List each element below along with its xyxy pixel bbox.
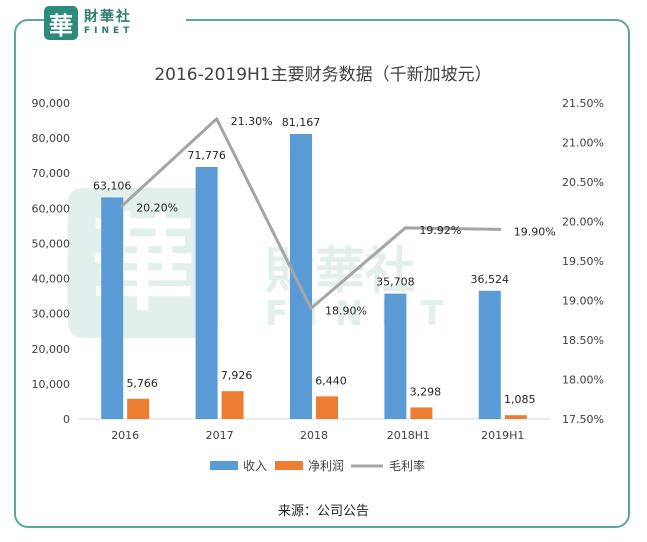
chart-title: 2016-2019H1主要财务数据（千新加坡元）	[154, 65, 491, 85]
bar-net-profit	[410, 407, 433, 419]
bar-net-profit	[127, 398, 150, 419]
y2-tick-label: 21.00%	[562, 137, 604, 150]
data-label-net-profit: 3,298	[410, 385, 442, 398]
x-tick-label: 2018H1	[387, 429, 430, 442]
axes: 0 10,000 20,000 30,000 40,000 50,000 60,000 70,…	[32, 97, 604, 442]
data-label-net-profit: 6,440	[315, 374, 347, 387]
y2-tick-label: 20.50%	[562, 176, 604, 189]
data-label-gross-margin: 19.92%	[419, 224, 461, 237]
bar-revenue	[384, 293, 407, 419]
data-label-gross-margin: 20.20%	[136, 202, 178, 215]
y2-tick-label: 17.50%	[562, 413, 604, 426]
data-label-revenue: 35,708	[376, 276, 415, 289]
x-tick-label: 2016	[111, 429, 139, 442]
data-label-net-profit: 5,766	[126, 377, 158, 390]
legend-label: 净利润	[308, 459, 344, 473]
y-tick-label: 90,000	[32, 97, 71, 110]
point-gross-margin	[498, 227, 502, 231]
data-label-net-profit: 1,085	[504, 393, 536, 406]
y2-tick-label: 20.00%	[562, 216, 604, 229]
legend-label: 收入	[243, 459, 267, 473]
logo-name-en: FINET	[84, 26, 134, 36]
bar-net-profit	[504, 415, 527, 419]
y-tick-label: 80,000	[32, 132, 71, 145]
y2-tick-label: 19.50%	[562, 255, 604, 268]
logo-wordmark: 財華社 FINET	[84, 10, 133, 36]
x-tick-label: 2018	[300, 429, 328, 442]
y2-tick-label: 19.00%	[562, 295, 604, 308]
legend-swatch	[275, 461, 303, 470]
bar-net-profit	[316, 396, 338, 419]
data-label-revenue: 81,167	[282, 116, 321, 129]
logo-name-cn: 財華社	[84, 9, 132, 25]
y2-tick-label: 18.50%	[562, 334, 604, 347]
data-label-net-profit: 7,926	[221, 369, 253, 382]
x-tick-label: 2017	[206, 429, 234, 442]
y-tick-label: 20,000	[32, 343, 71, 356]
y-tick-label: 0	[63, 413, 70, 426]
point-gross-margin	[215, 117, 219, 121]
y2-tick-label: 21.50%	[562, 97, 604, 110]
y-tick-label: 50,000	[32, 237, 71, 250]
data-label-revenue: 63,106	[93, 179, 132, 192]
legend-label: 毛利率	[389, 458, 425, 473]
y-tick-label: 10,000	[32, 378, 71, 391]
y-tick-label: 40,000	[32, 273, 71, 286]
logo-mark-icon: 華	[44, 6, 78, 40]
finet-logo: 華 財華社 FINET	[44, 4, 186, 42]
bar-net-profit	[221, 391, 244, 419]
y-tick-label: 30,000	[32, 308, 71, 321]
bar-revenue	[195, 166, 218, 419]
data-label-gross-margin: 21.30%	[231, 115, 273, 128]
bar-revenue	[478, 290, 501, 419]
chart-marks: 63,106 71,776 81,167 35,708 36,524 5,766 7,926…	[93, 115, 556, 419]
legend: 收入 净利润 毛利率	[210, 458, 425, 473]
watermark-name-cn: 財華社	[265, 242, 415, 300]
point-gross-margin	[309, 306, 313, 310]
y-tick-label: 70,000	[32, 167, 71, 180]
data-label-revenue: 36,524	[471, 273, 510, 286]
data-label-gross-margin: 19.90%	[514, 225, 556, 238]
point-gross-margin	[120, 204, 124, 208]
y2-tick-label: 18.00%	[562, 374, 604, 387]
point-gross-margin	[403, 226, 407, 230]
source-note: 来源：公司公告	[277, 504, 369, 519]
bar-revenue	[101, 197, 124, 419]
bar-revenue	[290, 134, 312, 419]
data-label-revenue: 71,776	[187, 149, 226, 162]
data-label-gross-margin: 18.90%	[325, 304, 367, 317]
y-tick-label: 60,000	[32, 202, 71, 215]
x-tick-label: 2019H1	[481, 429, 524, 442]
legend-swatch	[210, 461, 238, 470]
